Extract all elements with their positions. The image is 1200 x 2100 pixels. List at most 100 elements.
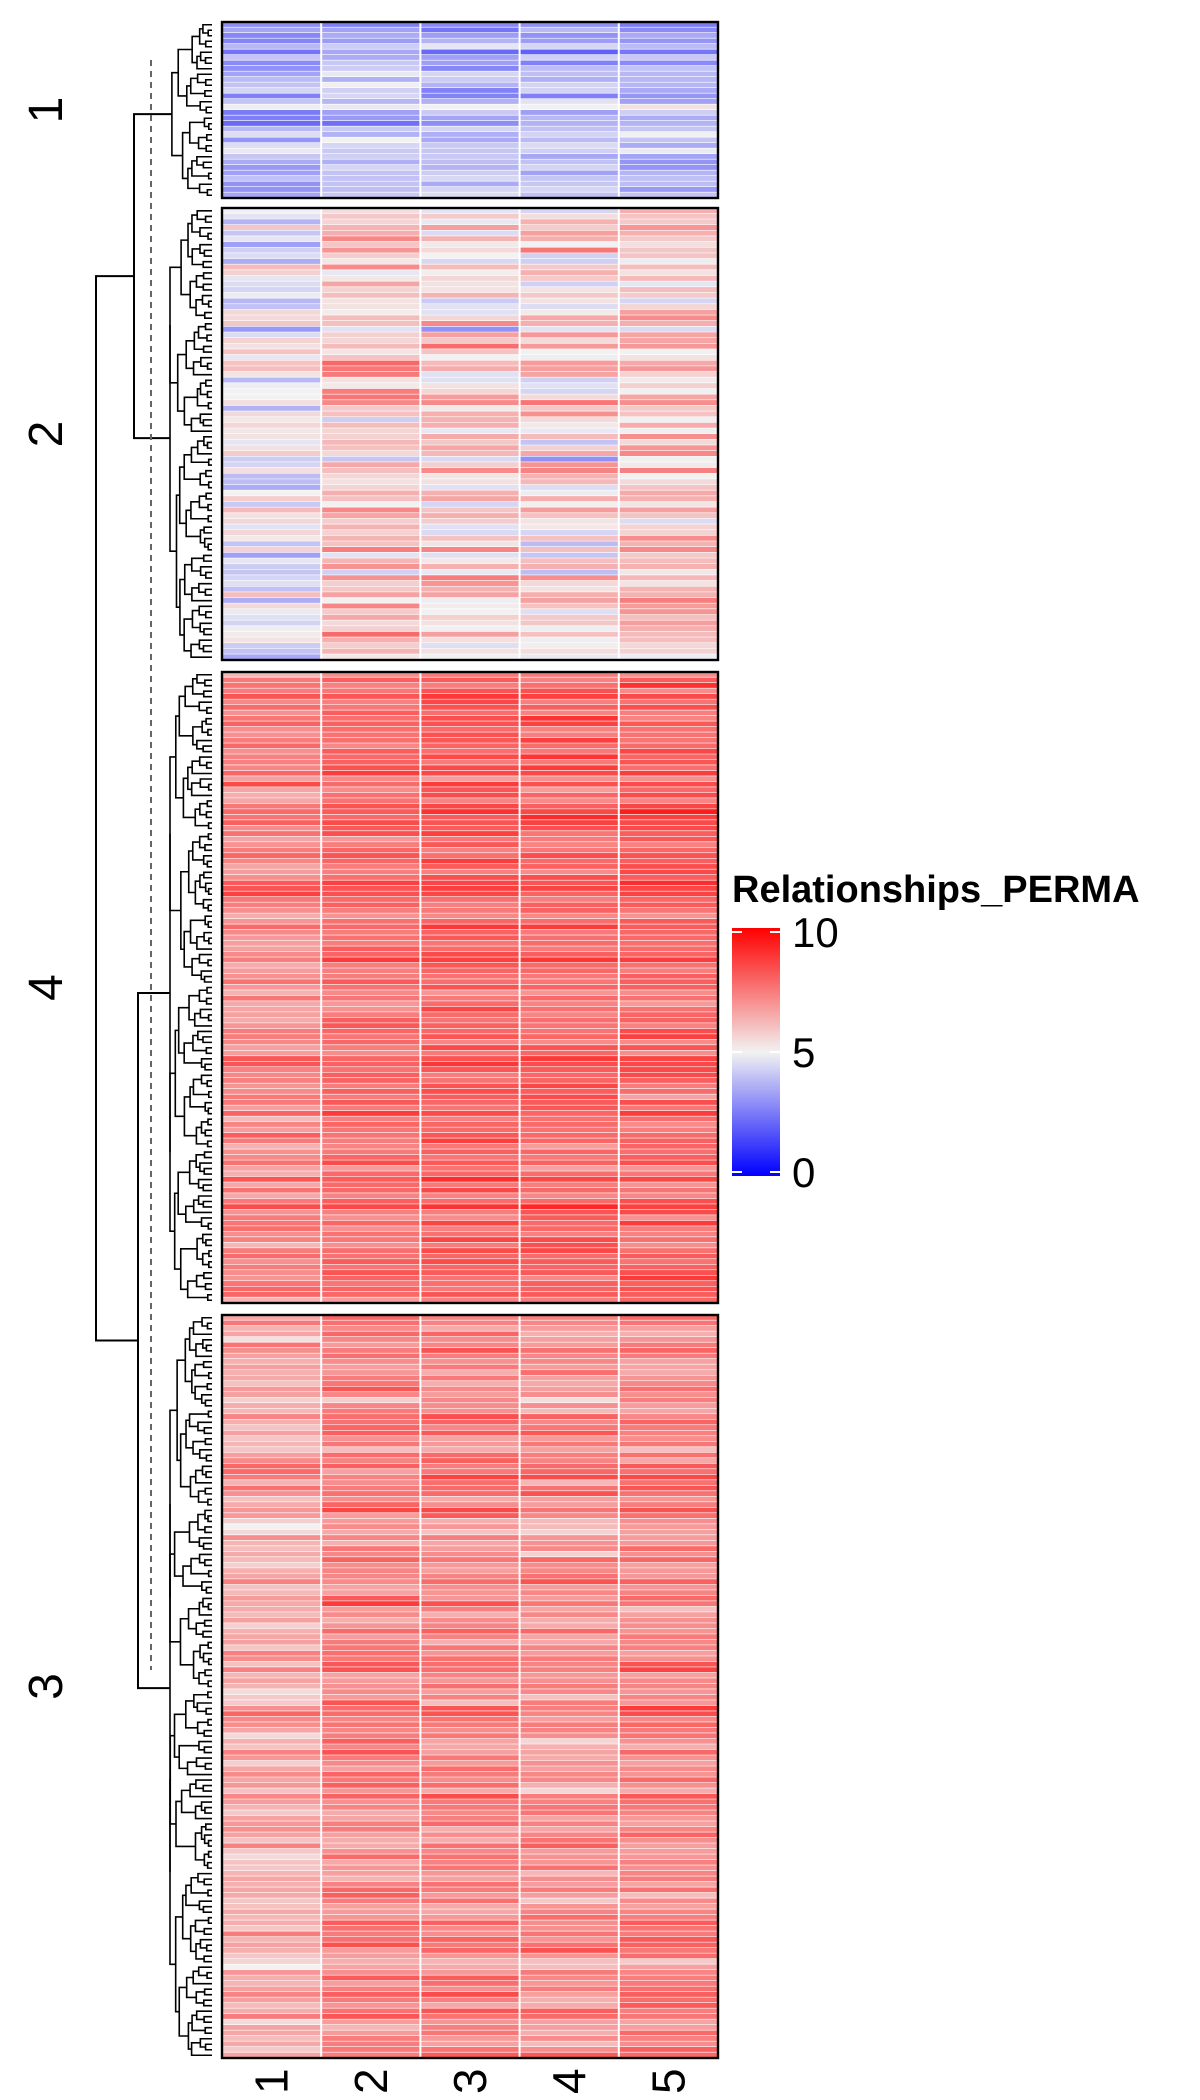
heatmap-cell [420,337,520,344]
heatmap-cell [618,496,718,503]
heatmap-cell [519,2052,619,2059]
heatmap-cell [420,88,520,94]
heatmap-cell [321,1601,421,1607]
heatmap-cell [321,1474,421,1481]
heatmap-cell [519,55,619,61]
cluster-label-4: 4 [20,974,73,1001]
heatmap-cell [321,1491,421,1497]
heatmap-cell [321,1242,421,1249]
heatmap-cell [519,1337,619,1343]
heatmap-cell [519,803,619,810]
heatmap-cell [321,957,421,964]
heatmap-cell [519,213,619,220]
dendrogram-branch [203,249,212,257]
heatmap-cell [222,1551,322,1558]
heatmap-cell [321,1969,421,1976]
dendrogram-branch [199,226,212,238]
heatmap-cell [222,1672,322,1679]
dendrogram-branch [202,345,212,353]
heatmap-cell [321,1953,421,1960]
heatmap-cell [321,603,421,610]
heatmap-cell [618,896,718,903]
heatmap-cell [321,343,421,350]
dendrogram-branch [204,2043,212,2051]
heatmap-cell [222,27,322,34]
heatmap-cell [519,287,619,294]
heatmap-cell [618,1793,718,1800]
heatmap-cell [420,1590,520,1596]
heatmap-cell [519,1226,619,1232]
heatmap-cell [519,1595,619,1602]
heatmap-cell [321,1518,421,1525]
heatmap-cell [519,575,619,582]
heatmap-cell [618,1012,718,1018]
heatmap-cell [420,990,520,997]
heatmap-cell [519,1997,619,2004]
heatmap-cell [420,1226,520,1232]
heatmap-cell [420,743,520,750]
dendrogram-branch [202,272,212,280]
heatmap-cell [420,1793,520,1800]
heatmap-cell [321,1204,421,1211]
dendrogram-branch [207,1691,212,1699]
heatmap-cell [222,924,322,931]
heatmap-cell [321,984,421,991]
dendrogram-branch [204,1806,212,1814]
heatmap-cell [618,1286,718,1293]
heatmap-cell [321,1297,421,1304]
heatmap-cell [420,1370,520,1376]
heatmap-cell [519,787,619,794]
heatmap-cell [420,2030,520,2037]
heatmap-cell [519,1116,619,1123]
heatmap-cell [618,176,718,182]
heatmap-cell [222,1650,322,1657]
heatmap-cell [519,1342,619,1349]
heatmap-cell [420,219,520,226]
heatmap-cell [420,411,520,418]
heatmap-cell [519,1463,619,1470]
heatmap-cell [420,473,520,480]
heatmap-cell [321,858,421,865]
heatmap-cell [321,2035,421,2042]
heatmap-cell [519,1639,619,1646]
heatmap-cell [222,1259,322,1265]
heatmap-cell [618,1903,718,1910]
heatmap-cell [618,693,718,700]
heatmap-cell [222,1469,322,1475]
heatmap-cell [222,1182,322,1189]
heatmap-cell [420,1463,520,1470]
heatmap-cell [519,1788,619,1795]
heatmap-cell [222,148,322,155]
heatmap-cell [321,1645,421,1652]
heatmap-cell [519,1590,619,1596]
heatmap-cell [222,1513,322,1519]
heatmap-cell [519,371,619,378]
heatmap-cell [222,547,322,553]
heatmap-cell [222,1837,322,1844]
heatmap-cell [519,187,619,193]
heatmap-cell [222,309,322,316]
heatmap-cell [420,104,520,111]
heatmap-cell [618,1143,718,1150]
dendrogram-branch [207,458,212,466]
dendrogram-branch [207,1570,212,1578]
heatmap-cell [519,1231,619,1238]
heatmap-cell [222,1711,322,1718]
heatmap-cell [618,137,718,144]
heatmap-cell [420,1337,520,1343]
heatmap-cell [420,984,520,991]
dendrogram-branch [195,2010,212,2021]
heatmap-cell [519,148,619,155]
heatmap-cell [321,1777,421,1784]
dendrogram-branch [179,1248,198,1291]
heatmap-cell [321,1507,421,1514]
heatmap-cell [321,490,421,497]
heatmap-cell [618,1562,718,1569]
heatmap-cell [222,1749,322,1756]
heatmap-cell [222,450,322,457]
heatmap-cell [321,1001,421,1008]
dendrogram-branch [188,121,205,144]
heatmap-cell [321,321,421,327]
heatmap-cell [321,541,421,548]
heatmap-cell [519,445,619,452]
